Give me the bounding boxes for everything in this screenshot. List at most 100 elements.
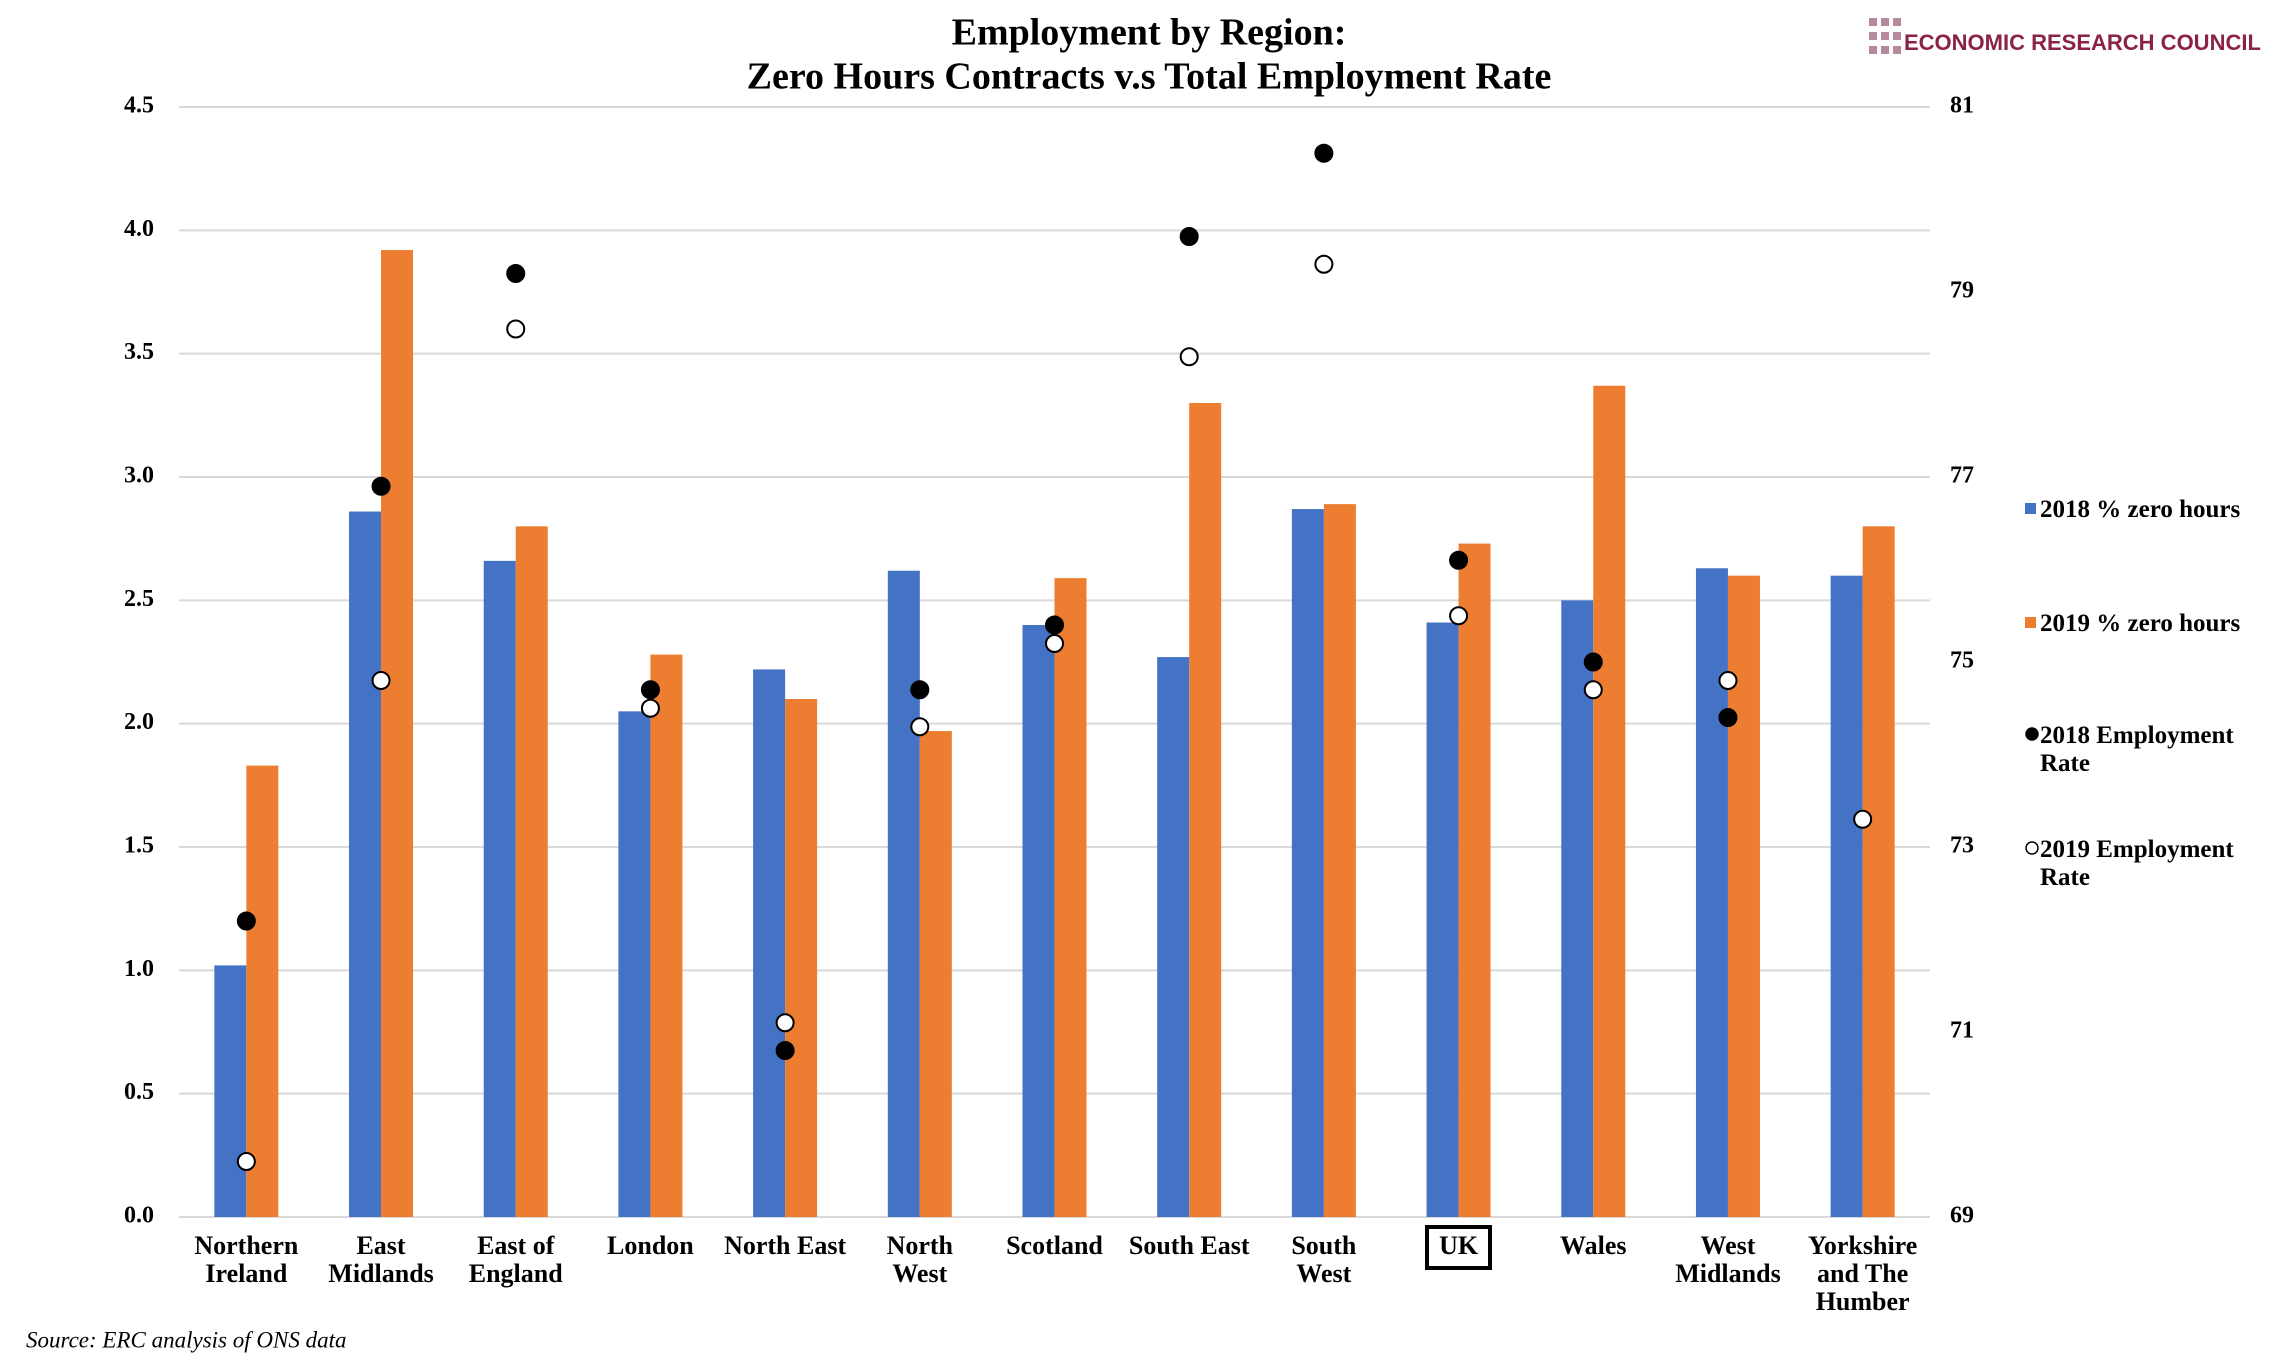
chart-subtitle: Zero Hours Contracts v.s Total Employmen… <box>747 56 1552 98</box>
bar <box>246 765 279 1217</box>
rate-dot <box>1179 347 1199 367</box>
y-tick-label: 1.0 <box>124 956 154 982</box>
rate-dot <box>1314 254 1334 274</box>
bar <box>483 560 516 1217</box>
y-tick-label: 1.5 <box>124 833 154 859</box>
rate-dot <box>640 698 660 718</box>
rate-dot <box>371 671 391 690</box>
brand-logo <box>1869 18 1901 54</box>
rate-dot <box>910 680 930 700</box>
legend-label: 2019 Employment Rate <box>2040 836 2234 891</box>
x-tick-text: West Midlands <box>1675 1231 1781 1288</box>
y-tick-label: 3.0 <box>124 463 154 489</box>
y-tick-label: 4.0 <box>124 216 154 242</box>
bar <box>1157 657 1190 1217</box>
y-tick-label: 0.5 <box>124 1079 154 1105</box>
y2-tick-label: 71 <box>1950 1018 1974 1044</box>
x-tick-label: Scotland <box>993 1232 1117 1260</box>
rate-dot <box>640 680 660 700</box>
x-tick-label: West Midlands <box>1666 1232 1790 1288</box>
rate-dot <box>1045 634 1064 653</box>
x-tick-label: South East <box>1127 1232 1251 1260</box>
x-tick-text: UK <box>1425 1225 1493 1270</box>
x-tick-label: North West <box>858 1232 982 1288</box>
y-tick-label: 0.0 <box>124 1203 154 1229</box>
x-tick-text: Northern Ireland <box>194 1231 299 1288</box>
bar <box>887 570 920 1217</box>
legend-label: 2019 % zero hours <box>2040 610 2241 637</box>
rate-dot <box>236 1152 256 1171</box>
bar <box>1862 526 1895 1217</box>
rate-dot <box>1853 809 1873 829</box>
x-tick-text: South West <box>1291 1231 1357 1288</box>
bar <box>1561 600 1594 1217</box>
x-tick-text: Wales <box>1560 1231 1627 1260</box>
brand-name: ECONOMIC RESEARCH COUNCIL <box>1904 30 2261 55</box>
rate-dot <box>910 717 930 737</box>
bar <box>1727 575 1760 1217</box>
x-tick-label: North East <box>723 1232 847 1260</box>
rate-dot <box>236 911 256 931</box>
bar <box>349 511 382 1217</box>
y2-tick-label: 73 <box>1950 833 1974 859</box>
rate-dot <box>371 476 391 496</box>
bar <box>785 699 818 1217</box>
bar <box>919 731 952 1217</box>
x-tick-text: East of England <box>468 1231 563 1288</box>
x-tick-label: Northern Ireland <box>184 1232 308 1288</box>
bar <box>1323 504 1356 1218</box>
rate-dot <box>1583 680 1603 700</box>
rate-dot <box>1449 606 1469 626</box>
x-tick-label: UK <box>1397 1225 1521 1270</box>
rate-dot <box>1314 143 1334 163</box>
bar <box>1458 543 1491 1217</box>
x-tick-text: South East <box>1128 1231 1250 1260</box>
bar <box>1426 622 1459 1217</box>
y2-tick-label: 79 <box>1950 278 1974 304</box>
bar <box>1189 403 1222 1217</box>
x-tick-text: North West <box>886 1231 954 1288</box>
x-tick-label: Wales <box>1531 1232 1655 1260</box>
legend-marker <box>2025 727 2039 741</box>
x-tick-text: Scotland <box>1006 1231 1103 1260</box>
rate-dot <box>1718 671 1738 690</box>
bar <box>1830 575 1863 1217</box>
y-tick-label: 4.5 <box>124 93 154 119</box>
x-tick-label: London <box>588 1232 712 1260</box>
rate-dot <box>1449 550 1469 570</box>
rate-dot <box>506 319 526 339</box>
bar <box>1695 568 1728 1217</box>
source-note: Source: ERC analysis of ONS data <box>26 1327 346 1352</box>
bar <box>1054 578 1087 1217</box>
rate-dot <box>1583 652 1603 672</box>
x-tick-label: Yorkshire and The Humber <box>1801 1232 1925 1316</box>
x-tick-label: East Midlands <box>319 1232 443 1288</box>
bar <box>1022 625 1055 1217</box>
x-tick-label: East of England <box>454 1232 578 1288</box>
legend-label: 2018 Employment Rate <box>2040 722 2234 777</box>
rate-dot <box>1718 708 1738 727</box>
y-tick-label: 2.0 <box>124 709 154 735</box>
y-tick-label: 3.5 <box>124 339 154 365</box>
y2-tick-label: 75 <box>1950 648 1974 674</box>
chart-title: Employment by Region: <box>952 12 1347 54</box>
y-tick-label: 2.5 <box>124 586 154 612</box>
legend-marker <box>2025 841 2039 855</box>
rate-dot <box>775 1041 795 1060</box>
bar <box>1291 509 1324 1218</box>
rate-dot <box>506 264 526 283</box>
bar <box>381 250 414 1218</box>
bar <box>214 965 247 1217</box>
bar <box>515 526 548 1217</box>
bar <box>753 669 786 1217</box>
rate-dot <box>1045 615 1064 635</box>
x-tick-text: North East <box>724 1231 847 1260</box>
legend-label: 2018 % zero hours <box>2040 496 2241 523</box>
rate-dot <box>1179 227 1199 246</box>
bar <box>618 711 651 1217</box>
x-tick-text: East Midlands <box>328 1231 434 1288</box>
x-tick-text: London <box>607 1231 694 1260</box>
rate-dot <box>775 1013 795 1033</box>
